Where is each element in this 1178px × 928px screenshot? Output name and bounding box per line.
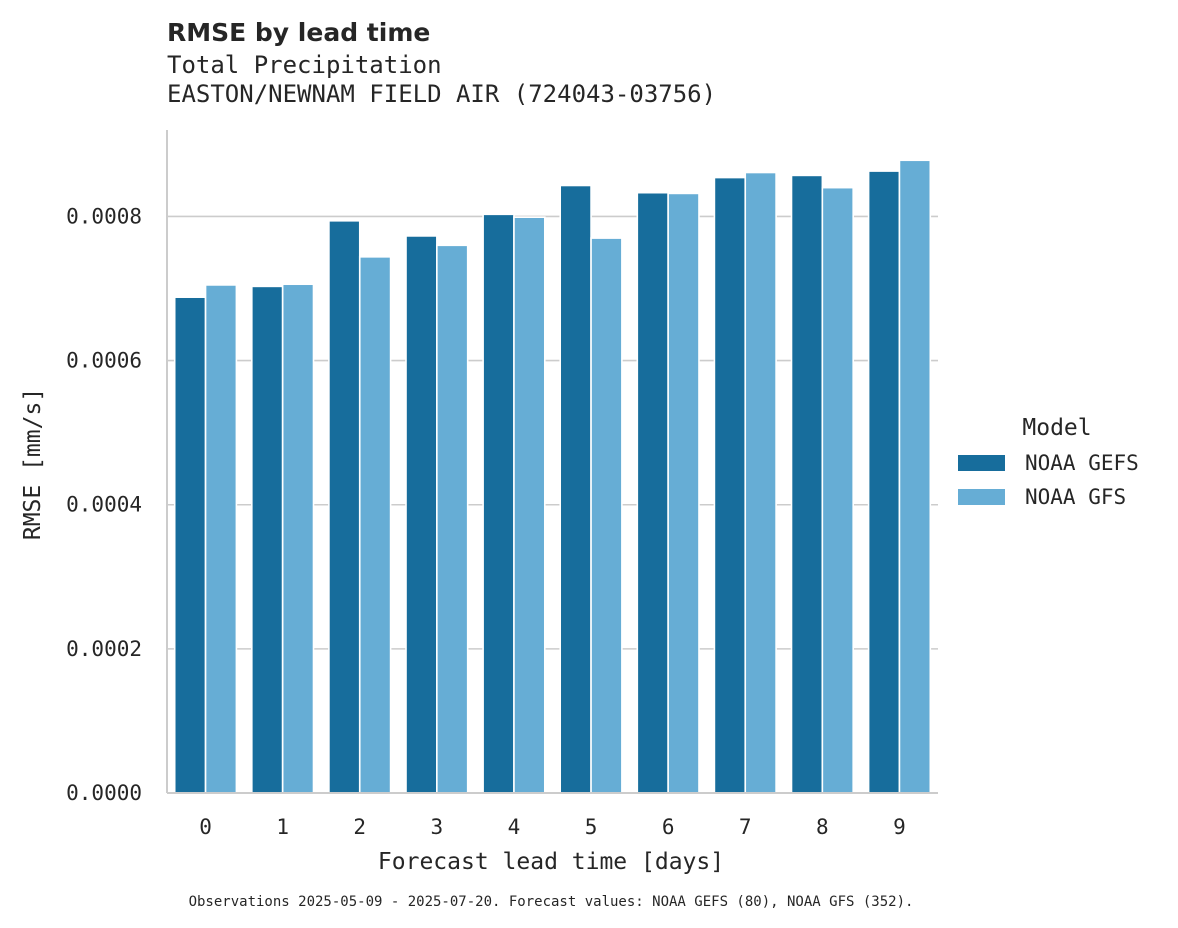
- legend-label: NOAA GFS: [1025, 485, 1126, 509]
- axes: [166, 130, 938, 794]
- bar-noaa-gefs-lead-8: [790, 174, 824, 794]
- legend-swatch: [958, 455, 1005, 471]
- bars: [173, 159, 932, 794]
- legend-swatch: [958, 489, 1005, 505]
- x-tick-label: 6: [662, 815, 675, 839]
- legend-title: Model: [1022, 415, 1091, 441]
- y-tick-label: 0.0000: [66, 781, 142, 805]
- bar-noaa-gfs-lead-3: [436, 244, 469, 794]
- y-tick-label: 0.0004: [66, 493, 142, 517]
- x-tick-label: 0: [199, 815, 212, 839]
- chart-caption: Observations 2025-05-09 - 2025-07-20. Fo…: [189, 894, 914, 910]
- y-axis-label: RMSE [mm/s]: [20, 388, 46, 540]
- legend-label: NOAA GEFS: [1025, 451, 1139, 475]
- legend: Model NOAA GEFS NOAA GFS: [958, 415, 1139, 509]
- x-tick-label: 1: [276, 815, 289, 839]
- chart-subtitle-station: EASTON/NEWNAM FIELD AIR (724043-03756): [167, 80, 716, 108]
- bar-noaa-gfs-lead-7: [744, 171, 777, 794]
- bar-noaa-gefs-lead-7: [713, 176, 747, 794]
- bar-noaa-gfs-lead-2: [358, 256, 392, 794]
- bar-noaa-gfs-lead-8: [821, 186, 854, 794]
- bar-noaa-gefs-lead-0: [173, 296, 207, 794]
- x-tick-label: 8: [816, 815, 829, 839]
- bar-noaa-gefs-lead-3: [405, 235, 438, 794]
- bar-noaa-gefs-lead-6: [636, 191, 669, 794]
- y-tick-labels: 0.0000 0.0002 0.0004 0.0006 0.0008: [66, 204, 142, 805]
- x-tick-labels: 0 1 2 3 4 5 6 7 8 9: [199, 815, 906, 839]
- bar-noaa-gfs-lead-1: [281, 283, 315, 794]
- y-tick-label: 0.0006: [66, 349, 142, 373]
- bar-noaa-gefs-lead-9: [867, 170, 901, 794]
- x-tick-label: 2: [353, 815, 366, 839]
- x-axis-label: Forecast lead time [days]: [378, 849, 724, 875]
- y-tick-label: 0.0008: [66, 204, 142, 228]
- chart-subtitle-variable: Total Precipitation: [167, 51, 442, 79]
- bar-noaa-gfs-lead-9: [898, 159, 932, 794]
- bar-noaa-gefs-lead-2: [328, 220, 361, 794]
- bar-noaa-gfs-lead-4: [513, 216, 546, 794]
- bar-noaa-gfs-lead-5: [590, 237, 623, 794]
- bar-noaa-gfs-lead-0: [204, 284, 238, 794]
- x-tick-label: 3: [431, 815, 444, 839]
- bar-noaa-gfs-lead-6: [667, 192, 700, 794]
- bar-noaa-gefs-lead-5: [559, 184, 592, 794]
- bar-noaa-gefs-lead-1: [251, 285, 284, 794]
- x-tick-label: 7: [739, 815, 752, 839]
- y-tick-label: 0.0002: [66, 637, 142, 661]
- chart-title: RMSE by lead time: [167, 18, 430, 47]
- x-tick-label: 9: [893, 815, 906, 839]
- x-tick-label: 5: [585, 815, 598, 839]
- bar-noaa-gefs-lead-4: [482, 213, 515, 794]
- x-tick-label: 4: [508, 815, 521, 839]
